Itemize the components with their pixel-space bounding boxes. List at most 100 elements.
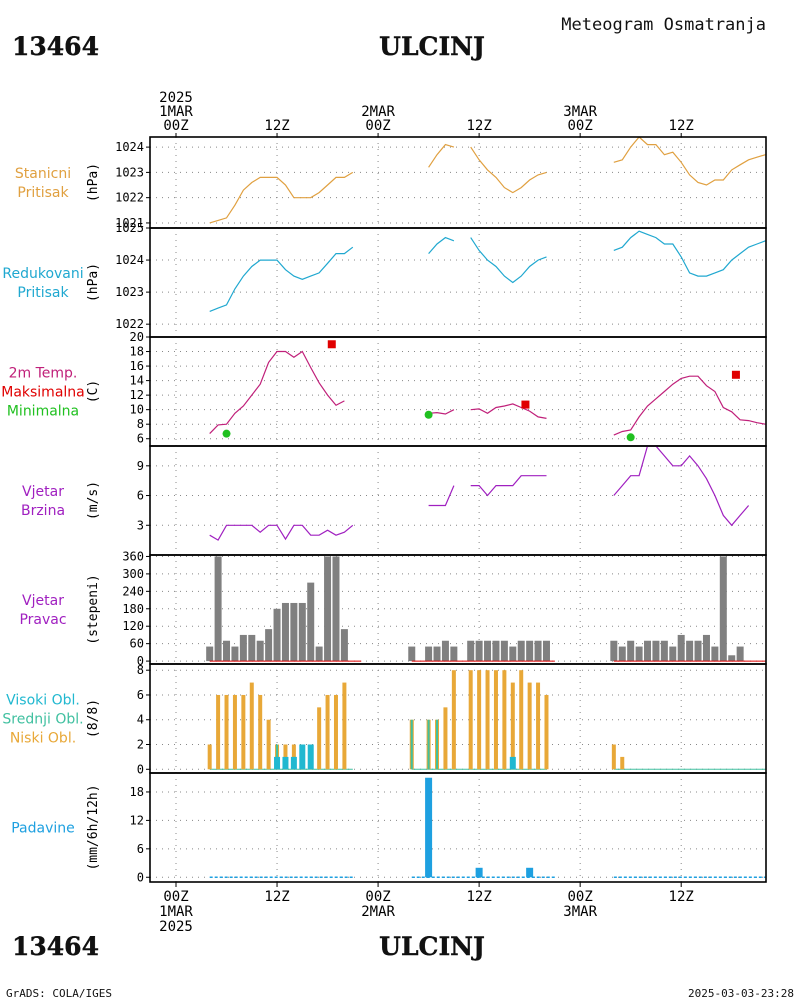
- cloud-low-bar: [536, 682, 541, 770]
- wind-direction-bar: [256, 640, 264, 662]
- axis-unit-label: (stepeni): [86, 574, 101, 644]
- cloud-low-bar: [620, 756, 625, 770]
- wind-direction-bar: [702, 634, 710, 662]
- y-tick-label: 18: [130, 785, 144, 799]
- wind-direction-bar: [728, 655, 736, 662]
- series-line: [209, 524, 354, 541]
- wind-direction-bar: [425, 646, 433, 662]
- panel-label: Visoki Obl.: [6, 693, 80, 709]
- y-tick-label: 1024: [115, 140, 144, 154]
- cloud-low-bar: [317, 707, 322, 770]
- panel-frame: [149, 136, 767, 229]
- wind-direction-bar: [719, 556, 727, 662]
- wind-direction-bar: [492, 640, 500, 662]
- wind-direction-bar: [408, 646, 416, 662]
- bottom-time-label: 00Z: [568, 889, 593, 905]
- bottom-time-label: 12Z: [669, 889, 694, 905]
- cloud-low-bar: [510, 682, 515, 770]
- panel-label: Maksimalna: [1, 385, 85, 401]
- y-tick-label: 120: [122, 619, 144, 633]
- series-line: [613, 230, 766, 277]
- y-tick-label: 4: [137, 713, 144, 727]
- y-tick-label: 1023: [115, 165, 144, 179]
- panel-wind_speed: 3 6 9 (m/s) Vjetar Brzina: [21, 445, 767, 556]
- cloud-low-bar: [216, 694, 221, 770]
- wind-direction-bar: [281, 602, 289, 662]
- wind-direction-bar: [307, 582, 315, 662]
- bottom-time-label: 00Z: [365, 889, 390, 905]
- cloud-low-bar: [477, 670, 482, 770]
- wind-direction-bar: [542, 640, 550, 662]
- cloud-low-bar: [207, 744, 212, 770]
- wind-direction-bar: [231, 646, 239, 662]
- wind-direction-bar: [206, 646, 214, 662]
- y-tick-label: 6: [137, 842, 144, 856]
- bottom-time-label: 12Z: [466, 889, 491, 905]
- cloud-low-bar: [443, 707, 448, 770]
- series-line: [613, 375, 766, 436]
- wind-direction-bar: [635, 646, 643, 662]
- wind-direction-bar: [711, 646, 719, 662]
- y-tick-label: 1024: [115, 253, 144, 267]
- panel-frame: [149, 336, 767, 447]
- cloud-low-bar: [342, 682, 347, 770]
- series-line: [428, 236, 455, 254]
- wind-direction-bar: [677, 634, 685, 662]
- axis-unit-label: (C): [86, 380, 101, 403]
- series-line: [613, 136, 766, 186]
- top-time-label: 12Z: [669, 118, 694, 134]
- cloud-low-bar: [451, 670, 456, 770]
- precip-bar: [526, 867, 534, 878]
- y-tick-label: 6: [137, 688, 144, 702]
- top-time-label: 2025: [159, 90, 193, 106]
- y-tick-label: 1022: [115, 191, 144, 205]
- wind-direction-bar: [618, 646, 626, 662]
- wind-direction-bar: [660, 640, 668, 662]
- tmin-marker: [222, 429, 231, 438]
- wind-direction-bar: [509, 646, 517, 662]
- wind-direction-bar: [450, 646, 458, 662]
- tmax-marker: [327, 340, 336, 349]
- panel-label: Vjetar: [22, 484, 64, 500]
- cloud-low-bar: [232, 694, 237, 770]
- y-tick-label: 300: [122, 567, 144, 581]
- axis-unit-label: (m/s): [86, 481, 101, 520]
- y-tick-label: 14: [130, 374, 144, 388]
- y-tick-label: 180: [122, 602, 144, 616]
- footer-timestamp: 2025-03-03-23:28: [688, 987, 794, 1000]
- wind-direction-bar: [610, 640, 618, 662]
- station-id-top: 13464: [12, 32, 99, 61]
- y-tick-label: 6: [137, 489, 144, 503]
- wind-direction-bar: [644, 640, 652, 662]
- top-time-label: 12Z: [264, 118, 289, 134]
- precip-bar: [425, 777, 433, 878]
- cloud-low-bar: [527, 682, 532, 770]
- station-name-top: ULCINJ: [379, 32, 485, 61]
- panel-wind_direction: 0 60 120 180 240 300 360 (stepeni) Vjetar Pravac: [19, 549, 767, 668]
- wind-direction-bar: [669, 646, 677, 662]
- cloud-high-bar: [274, 756, 281, 770]
- wind-direction-bar: [627, 640, 635, 662]
- wind-direction-bar: [332, 556, 340, 662]
- wind-direction-bar: [441, 640, 449, 662]
- wind-direction-bar: [248, 634, 256, 662]
- series-line: [428, 409, 455, 415]
- bottom-time-label: 12Z: [264, 889, 289, 905]
- bottom-time-label: 2025: [159, 919, 193, 935]
- y-tick-label: 1022: [115, 317, 144, 331]
- top-time-label: 00Z: [568, 118, 593, 134]
- tmax-marker: [731, 370, 740, 379]
- cloud-low-bar: [519, 670, 524, 770]
- series-line: [613, 445, 750, 527]
- cloud-mid-bar: [436, 719, 439, 770]
- cloud-high-bar: [299, 744, 306, 770]
- cloud-low-bar: [266, 719, 271, 770]
- panel-label: Srednji Obl.: [2, 712, 83, 728]
- cloud-low-bar: [224, 694, 229, 770]
- y-tick-label: 16: [130, 359, 144, 373]
- series-line: [470, 475, 547, 497]
- wind-direction-bar: [534, 640, 542, 662]
- series-line: [470, 237, 547, 284]
